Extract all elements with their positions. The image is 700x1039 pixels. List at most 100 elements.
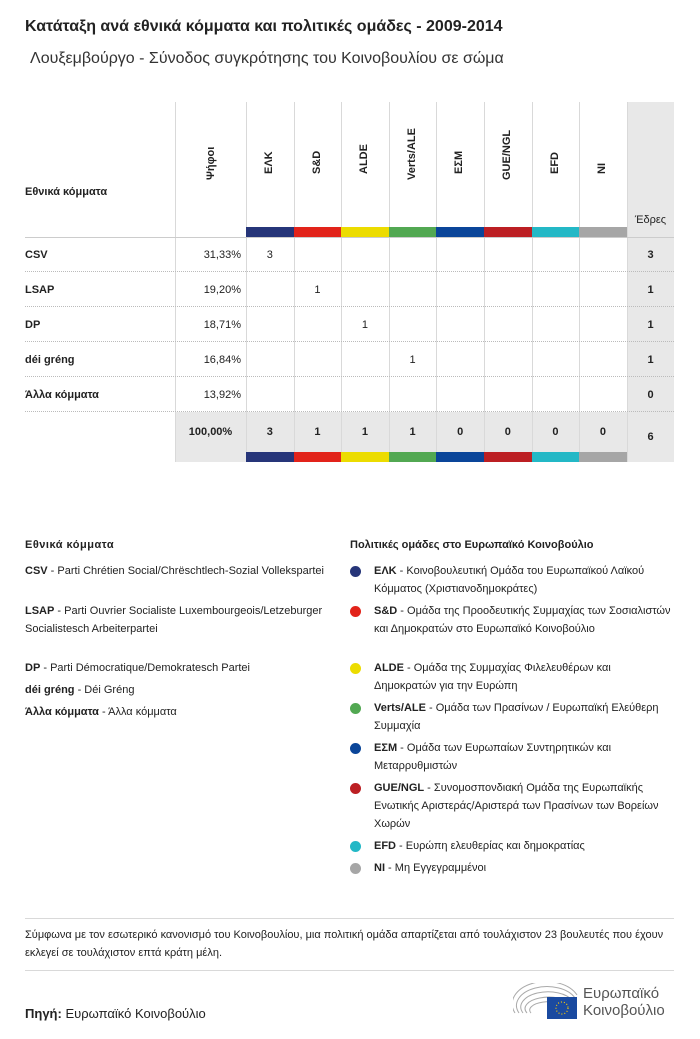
party-name: DP bbox=[25, 318, 41, 331]
group-seats bbox=[294, 237, 342, 272]
total-seats: 6 bbox=[647, 431, 654, 443]
group-color-dot bbox=[350, 743, 361, 754]
legend-groups-title: Πολιτικές ομάδες στο Ευρωπαϊκό Κοινοβούλ… bbox=[350, 539, 594, 551]
group-seats bbox=[484, 377, 532, 412]
column-divider bbox=[246, 102, 247, 462]
group-seats bbox=[484, 342, 532, 377]
votes-value: 13,92% bbox=[203, 388, 241, 401]
legend-group-item: ΕΛΚ - Κοινοβουλευτική Ομάδα του Ευρωπαϊκ… bbox=[374, 565, 645, 595]
total-group-seats: 1 bbox=[314, 426, 321, 438]
group-header: ALDE bbox=[358, 144, 371, 174]
source: Πηγή: Ευρωπαϊκό Κοινοβούλιο bbox=[25, 1006, 206, 1021]
group-color-bar bbox=[341, 227, 390, 237]
group-seats bbox=[484, 307, 532, 342]
logo-text: Ευρωπαϊκό Κοινοβούλιο bbox=[583, 985, 665, 1019]
divider bbox=[25, 918, 674, 919]
seats-value: 0 bbox=[647, 388, 654, 401]
group-seats: 1 bbox=[314, 283, 321, 296]
group-color-bar bbox=[579, 227, 628, 237]
group-seats bbox=[294, 342, 342, 377]
group-color-dot bbox=[350, 841, 361, 852]
group-header: ΕΛΚ bbox=[263, 151, 275, 174]
group-color-bar bbox=[484, 452, 533, 462]
party-name: CSV bbox=[25, 248, 48, 261]
group-header: GUE/NGL bbox=[501, 129, 513, 180]
group-seats bbox=[436, 237, 484, 272]
group-header: Verts/ALE bbox=[405, 128, 418, 180]
row-divider bbox=[25, 376, 674, 377]
party-name: Άλλα κόμματα bbox=[25, 388, 99, 401]
legend-party-item: DP - Parti Démocratique/Demokratesch Par… bbox=[25, 662, 250, 674]
group-seats bbox=[341, 237, 389, 272]
group-seats bbox=[532, 272, 580, 307]
european-parliament-logo bbox=[513, 983, 578, 1019]
group-seats: 1 bbox=[409, 353, 416, 366]
column-divider bbox=[531, 102, 533, 462]
group-seats bbox=[341, 342, 389, 377]
party-name: LSAP bbox=[25, 283, 55, 296]
legend-parties-title: Εθνικά κόμματα bbox=[25, 539, 115, 551]
votes-value: 31,33% bbox=[203, 248, 241, 261]
group-seats bbox=[246, 377, 294, 412]
group-color-bar bbox=[341, 452, 390, 462]
seats-value: 3 bbox=[647, 248, 654, 261]
group-color-bar bbox=[531, 452, 580, 462]
legend-group-item: EFD - Ευρώπη ελευθερίας και δημοκρατίας bbox=[374, 840, 585, 852]
group-header: EFD bbox=[548, 152, 561, 174]
total-group-seats: 1 bbox=[409, 426, 416, 438]
votes-header: Ψήφοι bbox=[205, 146, 217, 180]
group-seats bbox=[484, 237, 532, 272]
group-seats bbox=[532, 342, 580, 377]
group-color-dot bbox=[350, 783, 361, 794]
party-header: Εθνικά κόμματα bbox=[25, 186, 108, 198]
group-seats bbox=[579, 377, 627, 412]
group-header: NI bbox=[596, 163, 609, 174]
group-seats bbox=[579, 307, 627, 342]
legend-party-item: Άλλα κόμματα - Άλλα κόμματα bbox=[25, 706, 177, 718]
group-seats bbox=[246, 272, 294, 307]
row-divider bbox=[25, 411, 674, 412]
table-row: LSAP 19,20% 1 1 bbox=[25, 272, 674, 307]
party-name: déi gréng bbox=[25, 353, 75, 366]
legend-party-item: CSV - Parti Chrétien Social/Chrëschtlech… bbox=[25, 565, 324, 577]
legend-party-item: LSAP - Parti Ouvrier Socialiste Luxembou… bbox=[25, 605, 323, 635]
votes-value: 18,71% bbox=[203, 318, 241, 331]
total-group-seats: 0 bbox=[599, 426, 607, 438]
table-row: CSV 31,33% 3 3 bbox=[25, 237, 674, 272]
group-color-bar bbox=[436, 227, 485, 237]
group-color-dot bbox=[350, 566, 361, 577]
group-seats bbox=[389, 272, 437, 307]
group-color-bar bbox=[388, 227, 437, 237]
footnote: Σύμφωνα με τον εσωτερικό κανονισμό του Κ… bbox=[25, 929, 664, 959]
column-divider bbox=[341, 102, 343, 462]
divider bbox=[25, 970, 674, 971]
group-color-bar bbox=[436, 452, 485, 462]
seats-value: 1 bbox=[647, 318, 654, 331]
total-group-seats: 0 bbox=[457, 426, 464, 438]
total-group-seats: 0 bbox=[552, 426, 559, 438]
group-seats bbox=[341, 377, 389, 412]
group-seats bbox=[579, 237, 627, 272]
group-seats bbox=[579, 272, 627, 307]
legend-party-item: déi gréng - Déi Gréng bbox=[25, 684, 135, 696]
group-seats bbox=[246, 307, 294, 342]
group-color-dot bbox=[350, 606, 361, 617]
total-votes: 100,00% bbox=[188, 426, 233, 438]
group-seats bbox=[436, 342, 484, 377]
column-divider bbox=[626, 102, 628, 462]
group-seats bbox=[532, 237, 580, 272]
group-seats: 1 bbox=[361, 318, 369, 331]
group-seats bbox=[341, 272, 389, 307]
total-row: 100,00% 3 1 1 1 0 0 0 0 6 bbox=[25, 412, 674, 452]
legend-group-item: GUE/NGL - Συνομοσπονδιακή Ομάδα της Ευρω… bbox=[374, 782, 659, 830]
group-seats bbox=[389, 237, 437, 272]
group-color-bar bbox=[531, 227, 580, 237]
column-divider bbox=[175, 102, 176, 462]
legend-group-item: ΕΣΜ - Ομάδα των Ευρωπαίων Συντηρητικών κ… bbox=[374, 742, 612, 772]
column-divider bbox=[579, 102, 581, 462]
group-color-bar bbox=[246, 227, 295, 237]
group-seats bbox=[389, 307, 437, 342]
table-row: déi gréng 16,84% 1 1 bbox=[25, 342, 674, 377]
group-color-bar bbox=[246, 452, 295, 462]
column-divider bbox=[388, 102, 390, 462]
